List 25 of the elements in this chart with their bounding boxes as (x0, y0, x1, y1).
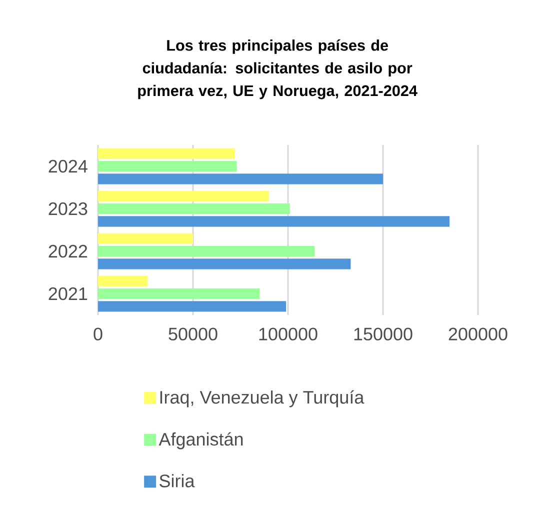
bar (98, 258, 351, 270)
bar (98, 148, 235, 159)
legend-label: Afganistán (158, 432, 243, 450)
y-tick-label: 2023 (48, 202, 88, 216)
chart-title: Los tres principales países de ciudadanía: solicitantes de asilo por primera vez, UE y Noruega, 2021-2024 (138, 39, 418, 100)
bar (98, 288, 260, 300)
x-tick-label: 100000 (259, 328, 318, 340)
bar (98, 233, 194, 244)
bar (98, 276, 148, 286)
y-tick-label: 2024 (48, 160, 88, 173)
x-tick-label: 200000 (448, 328, 508, 340)
x-tick-label: 0 (94, 328, 102, 340)
bar (98, 301, 286, 312)
bar (98, 190, 269, 202)
bar (98, 160, 237, 172)
x-tick-label: 50000 (168, 328, 218, 340)
bar (98, 203, 290, 214)
legend-label: Siria (160, 474, 195, 488)
y-tick-label: 2022 (48, 244, 88, 258)
x-tick-label: 150000 (354, 328, 412, 340)
y-tick-label: 2021 (48, 287, 88, 300)
bar (98, 174, 383, 184)
legend-label: Iraq, Venezuela y Turquía (160, 390, 364, 408)
bar (98, 216, 450, 227)
bar (98, 246, 315, 257)
